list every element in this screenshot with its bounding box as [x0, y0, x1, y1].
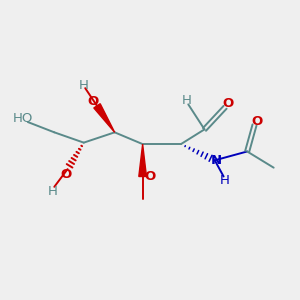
Text: H: H [182, 94, 192, 107]
Text: N: N [211, 154, 222, 167]
Text: H: H [79, 79, 89, 92]
Text: O: O [252, 115, 263, 128]
Text: O: O [88, 95, 99, 108]
Polygon shape [139, 144, 146, 176]
Text: HO: HO [13, 112, 34, 125]
Text: O: O [61, 168, 72, 181]
Text: O: O [222, 97, 234, 110]
Text: H: H [48, 185, 58, 198]
Text: O: O [144, 170, 156, 183]
Text: H: H [220, 173, 230, 187]
Polygon shape [94, 104, 115, 132]
